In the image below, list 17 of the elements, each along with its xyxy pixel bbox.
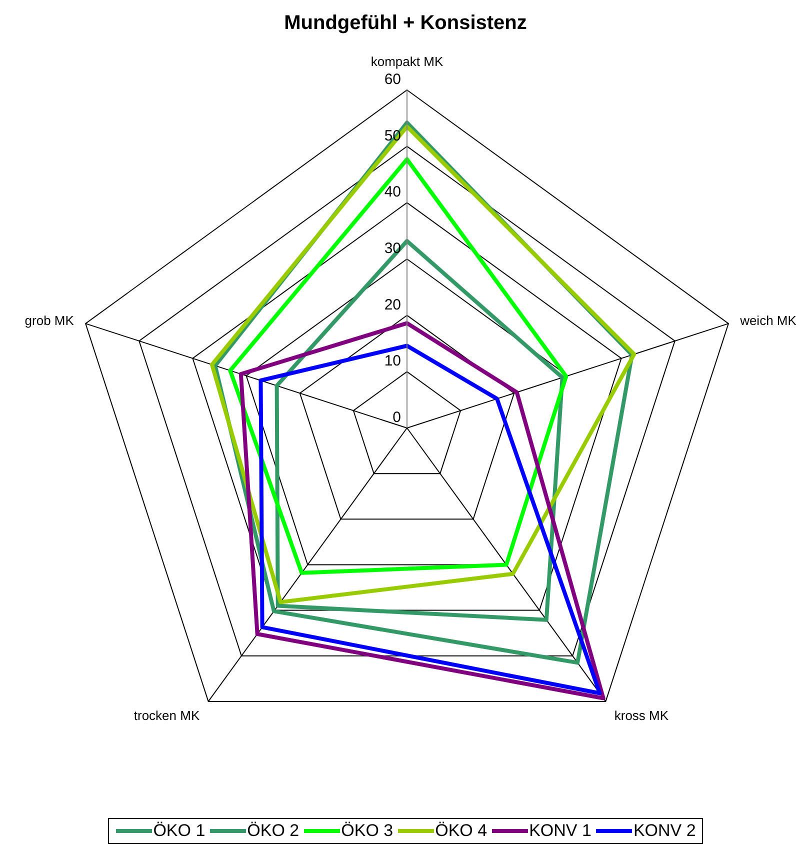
spoke-label: kross MK	[614, 708, 669, 723]
legend-label: ÖKO 4	[435, 821, 488, 841]
y-tick-label: 0	[392, 409, 401, 426]
spoke-label: trocken MK	[134, 708, 200, 723]
legend-label: ÖKO 3	[341, 821, 394, 841]
y-tick-label: 10	[384, 352, 401, 370]
spoke-label: weich MK	[739, 313, 797, 328]
legend-label: KONV 1	[529, 821, 592, 841]
legend-label: ÖKO 2	[247, 821, 300, 841]
chart-title: Mundgefühl + Konsistenz	[283, 12, 528, 35]
legend-label: KONV 2	[633, 821, 696, 841]
y-tick-label: 60	[384, 71, 401, 88]
spoke-label: grob MK	[24, 313, 74, 328]
spoke-label: kompakt MK	[370, 54, 444, 69]
legend-label: ÖKO 1	[153, 821, 206, 841]
y-tick-label: 20	[384, 296, 401, 314]
y-tick-label: 40	[384, 184, 401, 201]
